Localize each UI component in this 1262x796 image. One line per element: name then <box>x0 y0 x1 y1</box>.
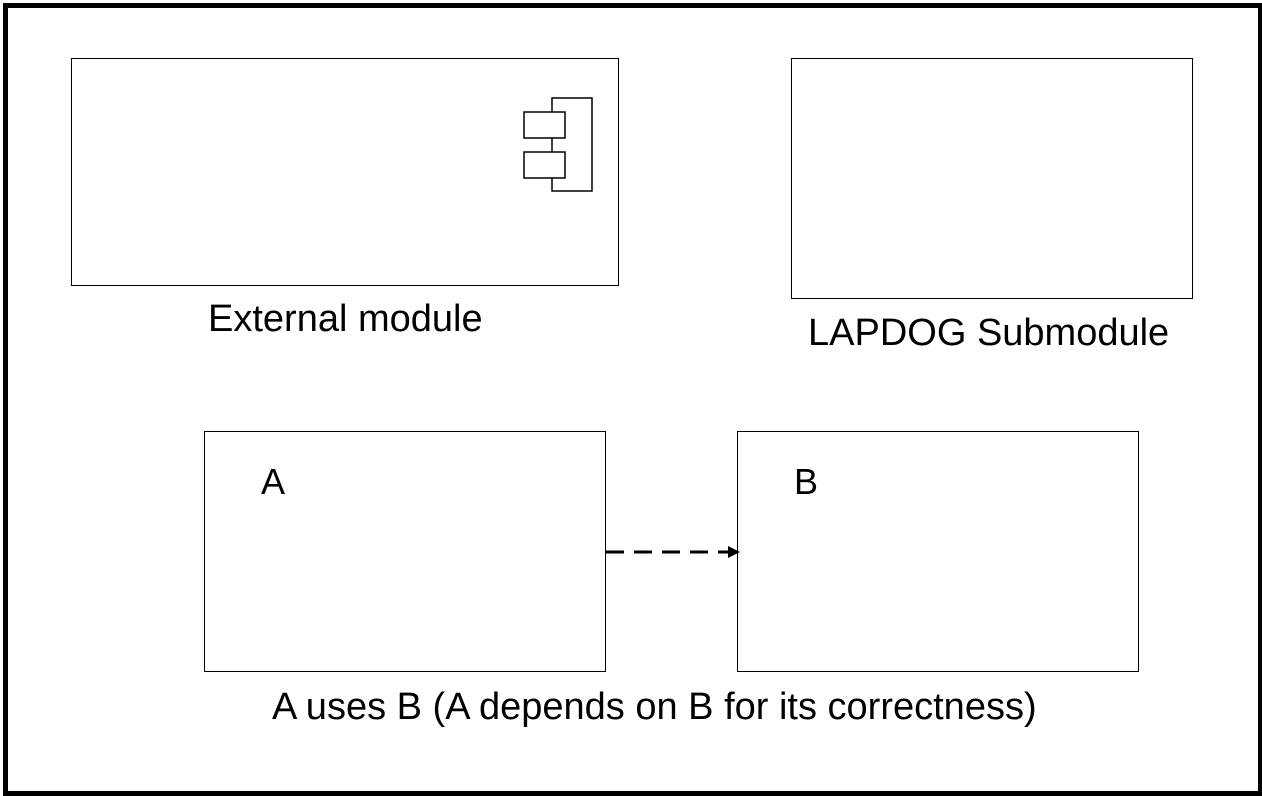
submodule-caption: LAPDOG Submodule <box>808 312 1170 354</box>
component-icon <box>523 97 593 192</box>
uses-relation-caption: A uses B (A depends on B for its correct… <box>272 686 1037 728</box>
module-a-label: A <box>261 461 286 502</box>
diagram-frame <box>3 3 1262 796</box>
external-module-caption: External module <box>208 298 483 340</box>
uses-dependency-arrow <box>606 546 740 558</box>
submodule-box <box>791 58 1193 299</box>
module-a-box: A <box>204 431 606 672</box>
module-b-box: B <box>737 431 1139 672</box>
module-b-label: B <box>794 461 819 502</box>
